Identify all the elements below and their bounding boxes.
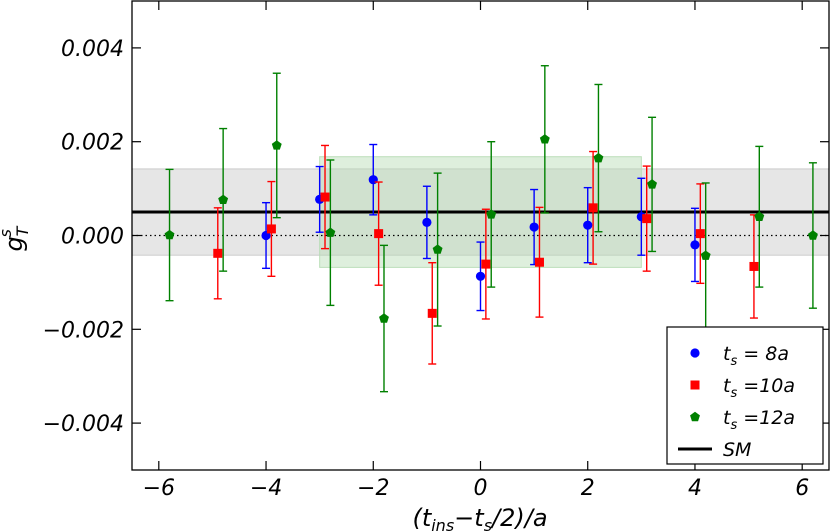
marker-pentagon	[486, 209, 497, 219]
series-1-point-6	[529, 188, 539, 266]
series-2-point-3	[320, 144, 330, 250]
marker-pentagon	[164, 229, 175, 240]
marker-square	[374, 229, 384, 239]
legend-entry-2: ts =10a	[690, 375, 795, 401]
series-1-point-7	[583, 186, 593, 264]
series-3-point-9	[593, 83, 604, 233]
legend-label: ts =10a	[723, 375, 795, 401]
marker-square	[266, 224, 276, 234]
marker-pentagon	[218, 194, 229, 205]
series-2-point-8	[588, 150, 598, 265]
series-2-point-4	[374, 181, 384, 286]
legend-label: SM	[723, 439, 751, 461]
legend-entry-1: ts = 8a	[690, 343, 789, 369]
x-tick-label: 4	[688, 476, 702, 501]
series-2-point-7	[534, 206, 544, 318]
marker-square	[695, 229, 705, 239]
series-3-point-8	[539, 65, 550, 214]
series-1-point-2	[315, 165, 325, 233]
series-3-point-10	[647, 116, 658, 253]
legend-marker	[690, 348, 700, 358]
series-3-point-1	[164, 168, 175, 302]
series-3-point-5	[379, 244, 389, 393]
ticks-layer: −6 −4 −2 0 2 4 6 −0.004 −0.002 0.000 0.002 0.004	[43, 1, 829, 501]
marker-pentagon	[379, 313, 389, 323]
y-axis-label: gTs	[0, 225, 32, 251]
legend-entry-3: ts =12a	[690, 407, 795, 433]
marker-circle	[422, 217, 432, 227]
y-tick-label: 0.004	[61, 37, 124, 62]
marker-pentagon	[754, 211, 765, 221]
marker-square	[642, 214, 652, 224]
marker-pentagon	[807, 230, 818, 240]
series-2-point-10	[695, 183, 705, 285]
x-tick-label: −4	[250, 476, 282, 501]
series-3-point-4	[325, 159, 336, 307]
series-1-point-4	[422, 185, 432, 260]
series-1-point-5	[475, 241, 486, 312]
x-tick-label: −6	[143, 476, 175, 501]
legend-label: ts =12a	[723, 407, 795, 433]
marker-pentagon	[700, 250, 711, 260]
series-2-point-6	[481, 208, 491, 320]
marker-circle	[529, 222, 539, 232]
legend: ts = 8a ts =10a ts =12a SM	[666, 326, 824, 465]
legend-label: ts = 8a	[723, 343, 789, 369]
marker-square	[427, 308, 437, 318]
reference-lines-layer	[132, 210, 829, 237]
marker-circle	[475, 271, 486, 281]
x-tick-label: 0	[474, 476, 488, 501]
marker-pentagon	[647, 179, 658, 189]
x-tick-label: −2	[357, 476, 389, 501]
y-tick-label: 0.002	[61, 131, 124, 156]
axis-labels-layer: (tins−ts/2)/a gTs	[0, 225, 548, 531]
series-3-point-13	[807, 162, 818, 309]
series-3-point-3	[271, 72, 282, 219]
marker-square	[320, 192, 330, 202]
series-2-point-9	[642, 165, 652, 272]
series-3-point-2	[218, 127, 229, 272]
legend-marker	[690, 411, 700, 422]
series-2-point-2	[266, 180, 276, 278]
marker-square	[749, 261, 759, 271]
x-tick-label: 6	[795, 476, 809, 501]
marker-pentagon	[271, 140, 282, 150]
y-tick-label: −0.002	[43, 318, 124, 343]
series-3-point-7	[486, 140, 497, 288]
marker-square	[588, 203, 598, 213]
y-tick-label: 0.000	[61, 225, 124, 250]
marker-circle	[368, 175, 378, 185]
series-1-point-9	[690, 207, 700, 283]
x-axis-label: (tins−ts/2)/a	[412, 504, 547, 531]
legend-marker	[690, 380, 700, 390]
marker-square	[534, 257, 544, 267]
marker-pentagon	[432, 244, 443, 254]
marker-square	[481, 259, 491, 269]
marker-circle	[583, 220, 593, 230]
series-2-point-1	[213, 207, 223, 300]
marker-pentagon	[325, 227, 336, 237]
y-tick-label: −0.004	[43, 412, 124, 437]
series-2-point-5	[427, 262, 437, 365]
series-3-point-6	[432, 172, 443, 327]
marker-pentagon	[593, 152, 604, 163]
marker-square	[213, 248, 223, 258]
legend-entry-4: SM	[678, 439, 751, 461]
x-tick-label: 2	[581, 476, 595, 501]
marker-pentagon	[539, 134, 550, 144]
marker-circle	[690, 240, 700, 250]
series-3-point-12	[754, 145, 765, 288]
